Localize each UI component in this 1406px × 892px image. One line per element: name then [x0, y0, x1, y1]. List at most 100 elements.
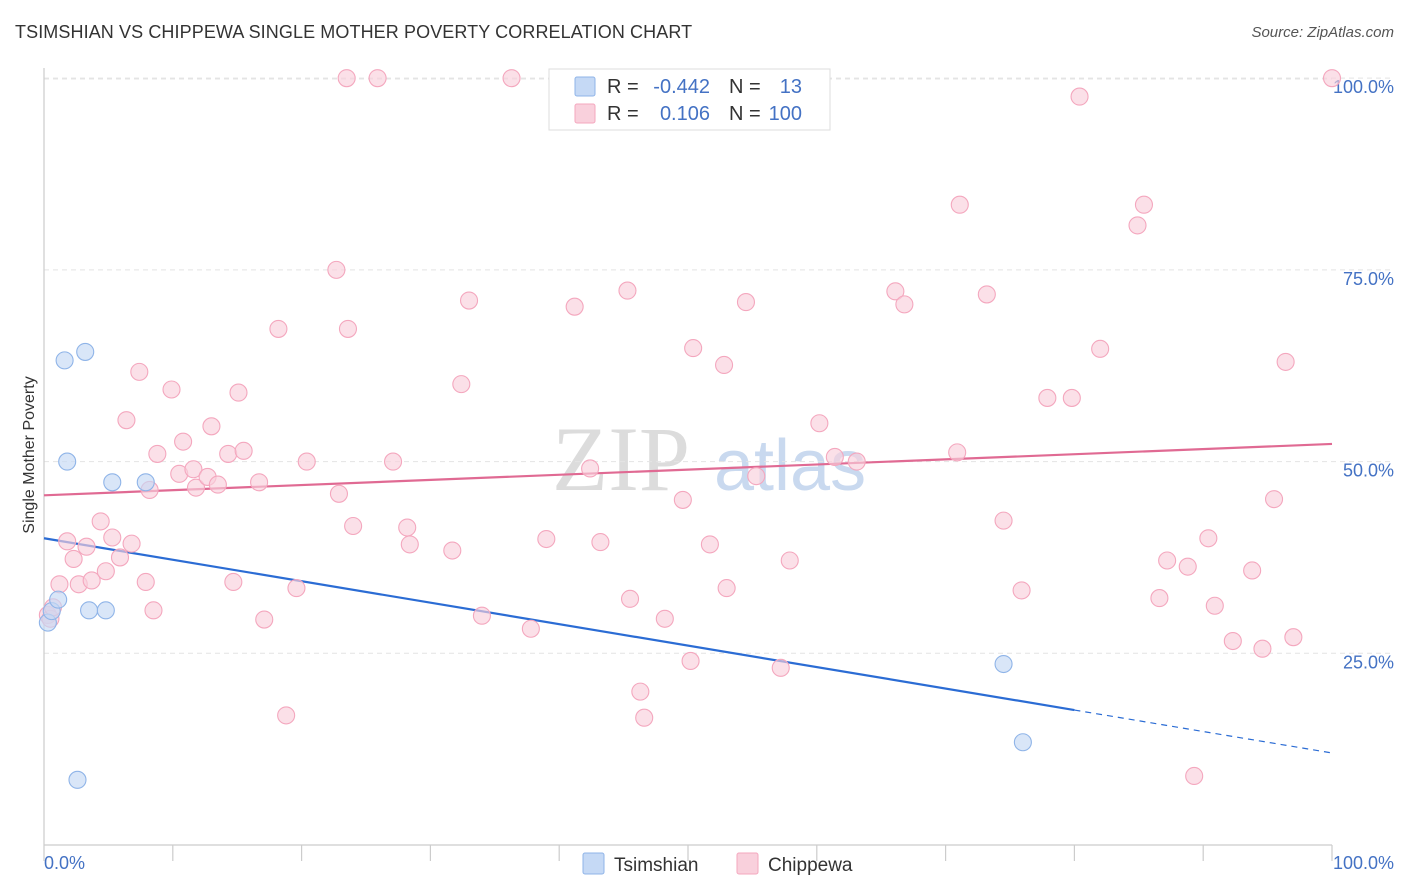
- point-chippewa-24: [186, 478, 206, 497]
- point-chippewa-36: [287, 579, 306, 598]
- data-points: [38, 69, 1342, 789]
- y-tick-label-3: 100.0%: [1333, 77, 1394, 97]
- point-chippewa-11: [103, 528, 122, 547]
- point-tsimshian-6: [68, 770, 87, 789]
- point-tsimshian-10: [136, 473, 155, 492]
- point-chippewa-74: [847, 452, 866, 471]
- point-chippewa-97: [1264, 490, 1284, 509]
- point-tsimshian-5: [76, 342, 95, 361]
- point-chippewa-66: [715, 355, 734, 375]
- point-chippewa-89: [1158, 551, 1177, 570]
- chart-source: Source: ZipAtlas.com: [1251, 24, 1394, 41]
- point-chippewa-27: [208, 475, 227, 494]
- point-chippewa-10: [96, 562, 115, 581]
- legend-r-value-tsimshian: -0.442: [653, 76, 710, 98]
- watermark: ZIP atlas: [552, 408, 866, 510]
- point-chippewa-100: [1322, 69, 1342, 88]
- point-chippewa-15: [130, 362, 149, 381]
- point-chippewa-44: [383, 452, 403, 471]
- point-chippewa-32: [250, 473, 269, 492]
- point-chippewa-67: [717, 579, 736, 598]
- point-chippewa-62: [673, 490, 692, 509]
- legend-r-value-chippewa: 0.106: [660, 103, 710, 125]
- point-chippewa-72: [810, 414, 829, 433]
- point-chippewa-60: [635, 708, 654, 727]
- point-chippewa-96: [1253, 639, 1272, 658]
- point-chippewa-79: [977, 285, 996, 304]
- point-chippewa-76: [895, 295, 914, 314]
- point-chippewa-16: [136, 572, 155, 592]
- point-chippewa-63: [681, 651, 700, 671]
- point-chippewa-39: [329, 484, 349, 503]
- point-chippewa-9: [91, 512, 110, 531]
- x-tick-label-min: 0.0%: [44, 853, 85, 873]
- legend-n-label-chippewa: N =: [729, 103, 761, 125]
- point-tsimshian-4: [58, 452, 77, 471]
- point-chippewa-48: [452, 375, 471, 394]
- legend-n-label-tsimshian: N =: [729, 76, 761, 98]
- point-chippewa-28: [219, 444, 238, 463]
- point-chippewa-88: [1150, 589, 1169, 608]
- point-chippewa-83: [1062, 388, 1081, 407]
- point-chippewa-20: [162, 380, 181, 399]
- legend-swatch-tsimshian: [574, 76, 596, 97]
- series-legend-label-tsimshian: Tsimshian: [614, 855, 698, 876]
- point-chippewa-29: [224, 572, 243, 592]
- legend-n-value-tsimshian: 13: [780, 76, 802, 98]
- point-chippewa-8: [82, 571, 101, 590]
- point-chippewa-40: [338, 319, 358, 338]
- point-tsimshian-8: [96, 601, 115, 620]
- point-chippewa-59: [631, 682, 650, 701]
- point-chippewa-3: [50, 575, 69, 594]
- point-chippewa-38: [327, 260, 346, 279]
- point-tsimshian-11: [994, 654, 1013, 674]
- point-chippewa-42: [344, 516, 363, 536]
- point-chippewa-57: [618, 281, 637, 300]
- point-chippewa-53: [537, 529, 556, 549]
- point-chippewa-45: [398, 518, 417, 537]
- point-chippewa-82: [1038, 388, 1057, 407]
- point-chippewa-51: [502, 69, 521, 88]
- point-tsimshian-2: [49, 590, 68, 609]
- point-chippewa-95: [1243, 561, 1262, 580]
- point-chippewa-54: [565, 297, 584, 316]
- point-tsimshian-3: [55, 351, 74, 370]
- point-chippewa-41: [337, 69, 356, 88]
- point-chippewa-31: [234, 441, 253, 460]
- point-chippewa-7: [77, 537, 96, 556]
- chart-title: TSIMSHIAN VS CHIPPEWA SINGLE MOTHER POVE…: [15, 22, 693, 42]
- point-chippewa-43: [368, 69, 387, 88]
- point-chippewa-61: [655, 609, 674, 628]
- point-chippewa-5: [64, 549, 83, 569]
- point-chippewa-80: [994, 511, 1013, 530]
- point-chippewa-93: [1205, 596, 1224, 615]
- point-chippewa-34: [269, 319, 288, 338]
- point-chippewa-94: [1223, 631, 1242, 651]
- y-tick-label-2: 75.0%: [1343, 269, 1394, 289]
- point-chippewa-98: [1276, 352, 1295, 371]
- y-tick-label-1: 50.0%: [1343, 461, 1394, 481]
- legend-r-label-tsimshian: R =: [607, 76, 639, 98]
- point-chippewa-65: [700, 535, 719, 554]
- y-tick-label-0: 25.0%: [1343, 652, 1394, 672]
- point-chippewa-75: [886, 282, 905, 301]
- point-chippewa-33: [255, 610, 274, 629]
- point-chippewa-99: [1284, 628, 1303, 647]
- point-chippewa-92: [1199, 529, 1218, 548]
- point-chippewa-78: [950, 195, 969, 214]
- point-chippewa-37: [297, 452, 316, 471]
- legend-swatch-chippewa: [574, 103, 596, 124]
- y-axis-tick-labels: 25.0% 50.0% 75.0% 100.0%: [1333, 77, 1394, 672]
- series-legend-swatch-tsimshian: [582, 852, 605, 875]
- point-tsimshian-12: [1013, 733, 1032, 752]
- point-chippewa-23: [184, 460, 203, 479]
- point-tsimshian-7: [80, 601, 99, 620]
- trend-line-tsimshian: [43, 537, 1075, 712]
- point-chippewa-22: [174, 432, 193, 451]
- legend-box: [548, 68, 831, 131]
- correlation-legend: R = -0.442 N = 13 R = 0.106 N = 100: [548, 68, 831, 131]
- series-legend-swatch-chippewa: [736, 852, 759, 875]
- point-chippewa-14: [122, 534, 141, 553]
- x-axis-ticks: [43, 845, 1333, 861]
- point-chippewa-50: [472, 606, 491, 625]
